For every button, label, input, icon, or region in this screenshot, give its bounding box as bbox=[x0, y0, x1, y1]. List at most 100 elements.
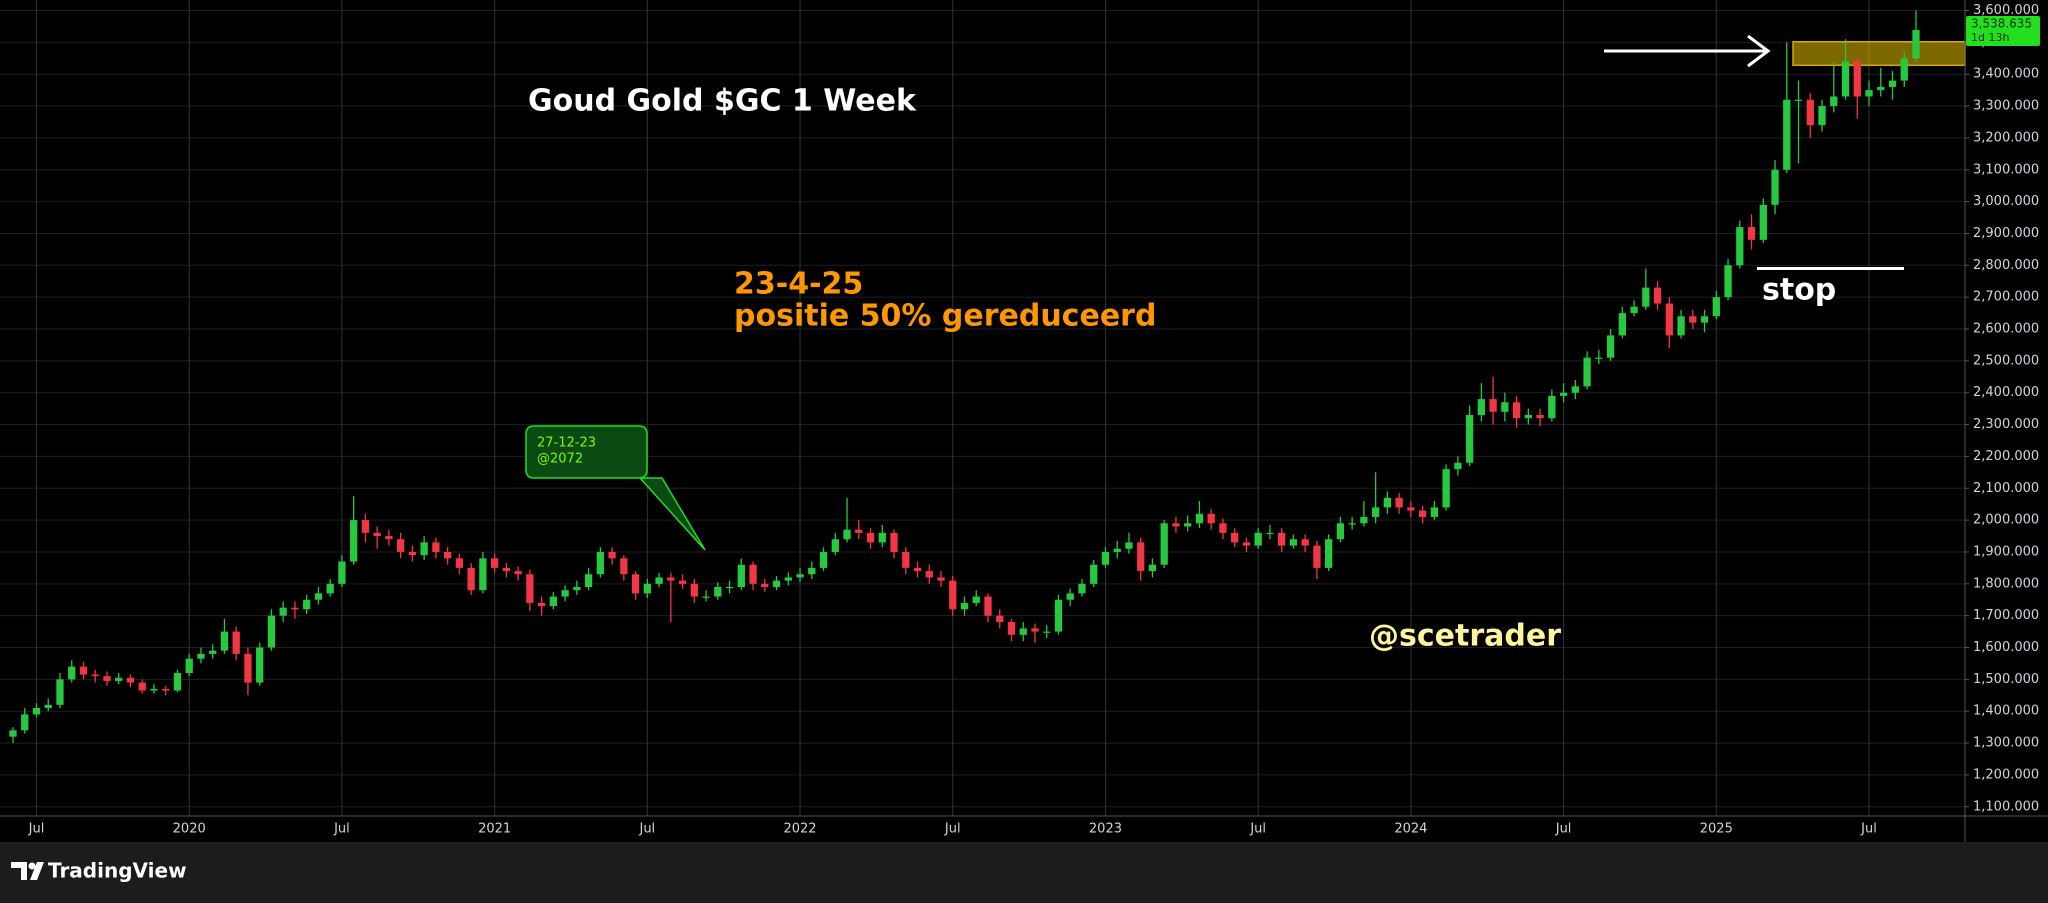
footer-bar bbox=[0, 842, 2048, 903]
candle-body bbox=[784, 577, 792, 581]
candle-body bbox=[44, 704, 52, 709]
candle-body bbox=[1583, 357, 1591, 387]
grid-layer bbox=[0, 0, 1965, 816]
candle-body bbox=[1677, 316, 1685, 336]
candle-body bbox=[479, 558, 487, 591]
candle-body bbox=[385, 536, 393, 540]
candle-body bbox=[91, 674, 99, 677]
candle-body bbox=[1853, 61, 1861, 97]
candle-body bbox=[1665, 303, 1673, 336]
y-tick-label: 3,300.000 bbox=[1973, 99, 2039, 114]
candle-body bbox=[373, 532, 381, 537]
candle-body bbox=[1877, 86, 1885, 91]
candle-body bbox=[678, 580, 687, 584]
x-tick-label: Jul bbox=[638, 822, 655, 837]
candle-body bbox=[1172, 523, 1180, 527]
candle-body bbox=[209, 650, 217, 654]
candle-body bbox=[1536, 415, 1544, 419]
candle-body bbox=[361, 520, 370, 533]
candle-body bbox=[808, 567, 816, 575]
stop-label: stop bbox=[1762, 273, 1836, 308]
candle-body bbox=[1054, 599, 1063, 632]
callout-price: @2072 bbox=[537, 452, 583, 467]
y-tick-label: 2,100.000 bbox=[1973, 481, 2039, 496]
candle-body bbox=[279, 607, 287, 616]
y-tick-label: 3,600.000 bbox=[1973, 3, 2039, 18]
candle-body bbox=[490, 558, 499, 568]
y-tick-label: 1,900.000 bbox=[1973, 544, 2039, 559]
candle-body bbox=[772, 580, 781, 587]
y-tick-label: 2,800.000 bbox=[1973, 258, 2039, 273]
last-price-tag bbox=[1966, 16, 2040, 47]
y-tick-label: 1,100.000 bbox=[1973, 799, 2039, 814]
candle-body bbox=[420, 542, 428, 556]
x-tick-label: 2021 bbox=[478, 822, 511, 837]
resistance-zone bbox=[1792, 40, 1966, 67]
candle-body bbox=[1289, 539, 1298, 546]
candle-body bbox=[714, 586, 722, 597]
arrow-head bbox=[1747, 34, 1771, 68]
candle-body bbox=[1736, 227, 1744, 266]
brand-logo bbox=[11, 862, 44, 880]
annotation-date: 23-4-25 bbox=[734, 267, 863, 302]
candle-body bbox=[902, 551, 910, 568]
candle-body bbox=[866, 532, 875, 543]
candle-body bbox=[1524, 415, 1532, 419]
axes-layer: 1,100.000 1,200.000 1,300.000 1,400.000 1,50… bbox=[28, 3, 2040, 837]
candle-body bbox=[138, 682, 146, 691]
y-tick-label: 3,100.000 bbox=[1973, 162, 2039, 177]
candle-body bbox=[162, 688, 170, 691]
candle-body bbox=[620, 558, 628, 575]
candle-body bbox=[855, 529, 863, 533]
candle-body bbox=[878, 532, 886, 543]
candle-body bbox=[350, 520, 358, 562]
candle-body bbox=[1219, 523, 1227, 533]
logo-part bbox=[30, 862, 44, 880]
y-tick-label: 2,200.000 bbox=[1973, 449, 2039, 464]
y-tick-label: 3,400.000 bbox=[1973, 67, 2039, 82]
logo-part bbox=[11, 862, 27, 880]
y-tick-label: 2,300.000 bbox=[1973, 417, 2039, 432]
candle-body bbox=[21, 714, 29, 731]
chart-background bbox=[0, 0, 2048, 842]
candle-body bbox=[1007, 622, 1016, 635]
candle-body bbox=[197, 653, 205, 659]
candle-body bbox=[996, 615, 1004, 623]
candle-body bbox=[1512, 402, 1521, 419]
candle-body bbox=[1325, 539, 1333, 568]
candle-body bbox=[667, 577, 675, 581]
candle-body bbox=[890, 532, 898, 552]
x-tick-label: Jul bbox=[1249, 822, 1266, 837]
candle-body bbox=[1454, 462, 1462, 470]
candle-body bbox=[1278, 532, 1286, 546]
candle-body bbox=[56, 679, 64, 705]
candle-body bbox=[843, 529, 851, 540]
candle-body bbox=[1090, 564, 1098, 584]
candle-body bbox=[561, 590, 569, 597]
candle-body bbox=[126, 677, 135, 683]
candle-body bbox=[1630, 306, 1638, 314]
x-tick-label: Jul bbox=[1860, 822, 1877, 837]
candle-body bbox=[1395, 497, 1403, 508]
candle-body bbox=[1559, 392, 1568, 396]
candle-body bbox=[1712, 297, 1720, 317]
candle-body bbox=[1418, 510, 1427, 517]
candle-body bbox=[338, 561, 346, 584]
last-price-label: 3,538.635 bbox=[1971, 17, 2032, 31]
candle-body bbox=[397, 539, 405, 552]
candle-body bbox=[925, 571, 933, 578]
candle-body bbox=[1489, 399, 1497, 412]
candle-body bbox=[443, 551, 452, 559]
y-tick-label: 2,600.000 bbox=[1973, 322, 2039, 337]
y-tick-label: 2,500.000 bbox=[1973, 353, 2039, 368]
x-tick-label: Jul bbox=[1555, 822, 1572, 837]
candle-body bbox=[1571, 386, 1579, 393]
candle-body bbox=[1548, 395, 1556, 419]
candle-body bbox=[115, 677, 123, 681]
x-tick-label: 2020 bbox=[173, 822, 206, 837]
x-tick-label: Jul bbox=[944, 822, 961, 837]
candle-body bbox=[1700, 316, 1709, 323]
candle-body bbox=[972, 596, 980, 603]
y-tick-label: 2,000.000 bbox=[1973, 513, 2039, 528]
candle-body bbox=[1348, 523, 1356, 525]
